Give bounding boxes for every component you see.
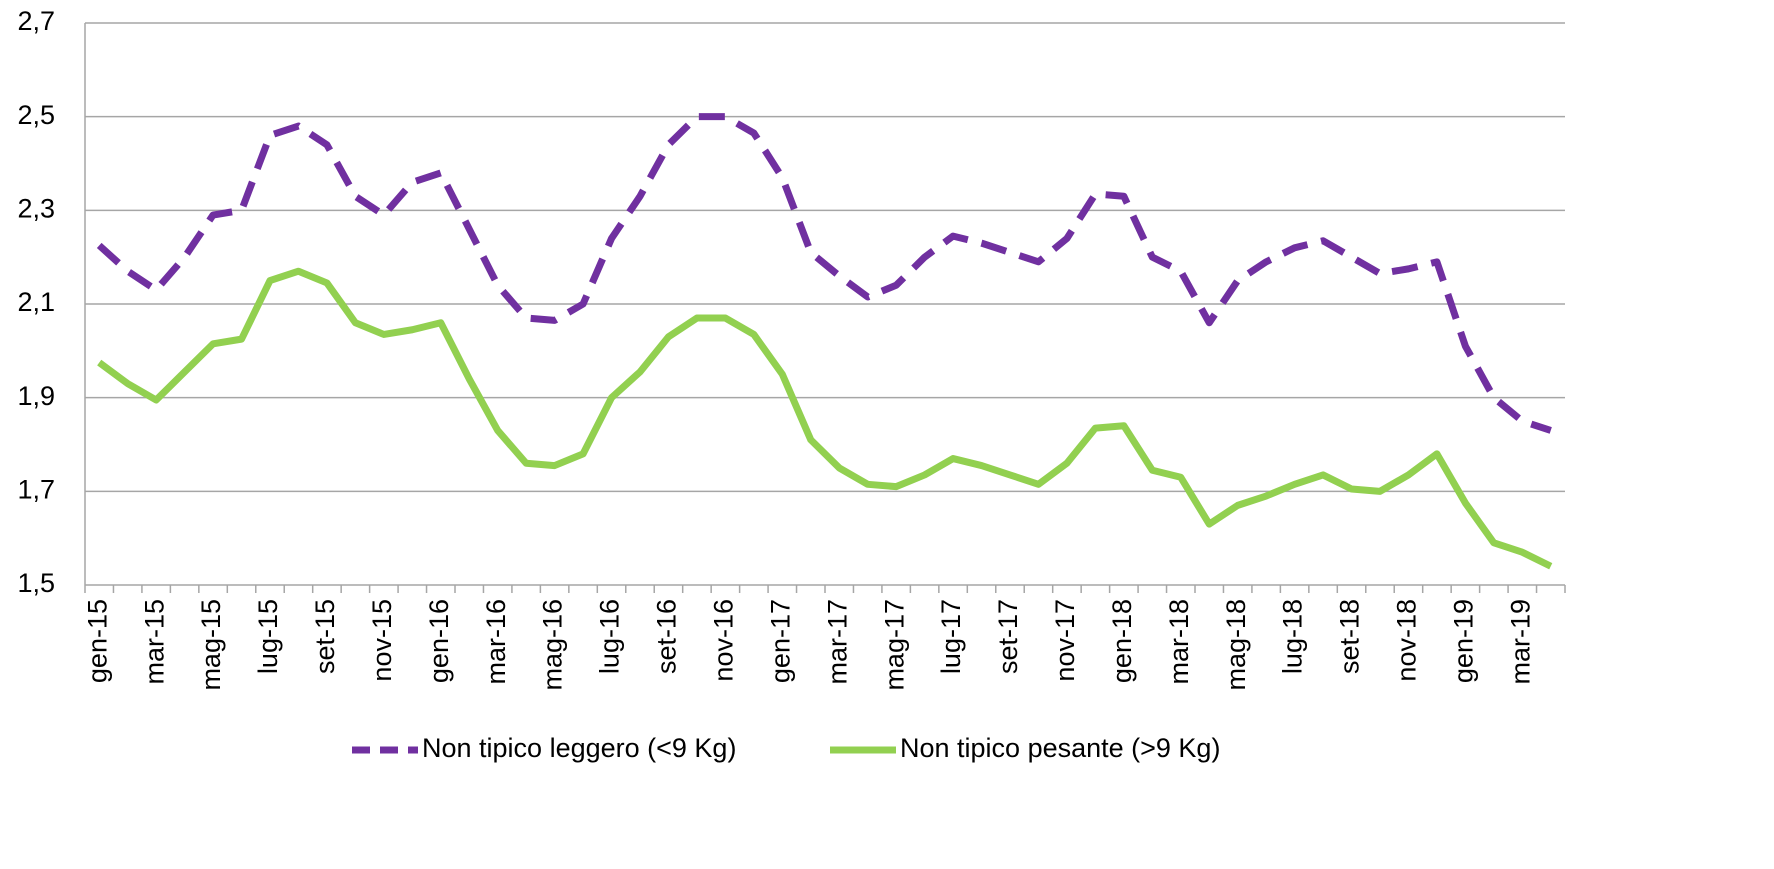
series-line [96, 113, 1552, 434]
x-tick-label: set-16 [652, 599, 682, 674]
x-tick-label: mar-17 [822, 599, 852, 685]
legend-label: Non tipico pesante (>9 Kg) [900, 733, 1220, 763]
x-tick-label: lug-17 [936, 599, 966, 674]
x-tick-label: nov-17 [1050, 599, 1080, 682]
x-tick-label: mar-16 [481, 599, 511, 685]
series-line [97, 267, 1553, 570]
x-tick-label: lug-16 [595, 599, 625, 674]
x-tick-label: gen-19 [1449, 599, 1479, 683]
x-tick-label: gen-15 [82, 599, 112, 683]
y-tick-label: 2,1 [17, 287, 55, 317]
x-tick-label: set-17 [993, 599, 1023, 674]
y-tick-label: 1,7 [17, 474, 55, 504]
x-tick-label: gen-18 [1107, 599, 1137, 683]
x-tick-label: nov-16 [709, 599, 739, 682]
x-tick-label: gen-17 [765, 599, 795, 683]
x-tick-label: mar-18 [1164, 599, 1194, 685]
x-tick-label: mar-15 [139, 599, 169, 685]
x-tick-label: set-15 [310, 599, 340, 674]
x-tick-label: nov-15 [367, 599, 397, 682]
legend-label: Non tipico leggero (<9 Kg) [422, 733, 736, 763]
x-tick-label: mag-15 [196, 599, 226, 691]
x-tick-label: set-18 [1335, 599, 1365, 674]
y-tick-label: 2,3 [17, 193, 55, 223]
x-tick-label: mar-19 [1505, 599, 1535, 685]
x-tick-label: lug-18 [1278, 599, 1308, 674]
x-tick-label: mag-17 [879, 599, 909, 691]
x-tick-label: mag-18 [1221, 599, 1251, 691]
y-tick-label: 1,9 [17, 381, 55, 411]
x-tick-label: lug-15 [253, 599, 283, 674]
x-tick-label: nov-18 [1392, 599, 1422, 682]
y-tick-label: 2,5 [17, 100, 55, 130]
x-tick-label: mag-16 [538, 599, 568, 691]
x-tick-label: gen-16 [424, 599, 454, 683]
y-tick-label: 1,5 [17, 568, 55, 598]
y-tick-label: 2,7 [17, 6, 55, 36]
